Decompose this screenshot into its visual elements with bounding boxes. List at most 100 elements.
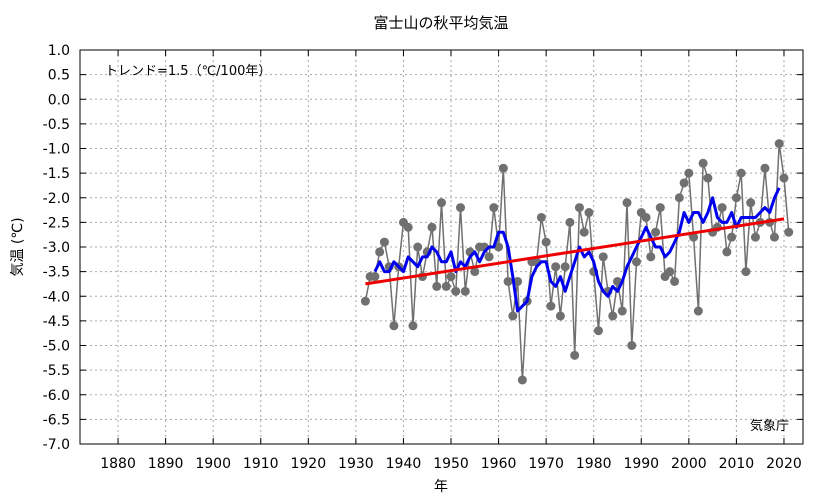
y-tick-label: 0.0 xyxy=(48,92,70,108)
x-tick-label: 1940 xyxy=(386,456,422,472)
annual-data-point xyxy=(441,281,451,291)
annual-data-point xyxy=(731,193,741,203)
annual-data-point xyxy=(403,222,413,232)
annual-data-point xyxy=(670,276,680,286)
annual-data-point xyxy=(703,173,713,183)
annual-data-point xyxy=(727,232,737,242)
annual-data-point xyxy=(741,267,751,277)
annual-data-point xyxy=(389,321,399,331)
annual-data-point xyxy=(632,257,642,267)
annual-data-point xyxy=(489,203,499,213)
y-axis: 1.0 0.5 0.0 -0.5 -1.0 -1.5 -2.0 -2.5 -3.0 -3.5 -4.… xyxy=(43,43,803,453)
y-tick-label: -1.5 xyxy=(43,166,70,182)
source-credit: 気象庁 xyxy=(750,418,789,434)
y-tick-label: -2.0 xyxy=(43,191,70,207)
annual-data-point xyxy=(684,168,694,178)
x-tick-label: 1970 xyxy=(528,456,564,472)
annual-data-point xyxy=(517,375,527,385)
x-tick-label: 1900 xyxy=(195,456,231,472)
x-tick-label: 1890 xyxy=(148,456,184,472)
annual-data-point xyxy=(460,286,470,296)
annual-data-point xyxy=(456,203,466,213)
x-tick-label: 1920 xyxy=(290,456,326,472)
annual-data-point xyxy=(736,168,746,178)
annual-data-point xyxy=(646,252,656,262)
chart-title: 富士山の秋平均気温 xyxy=(373,14,508,32)
y-tick-label: -7.0 xyxy=(43,437,70,453)
annual-data-point xyxy=(579,227,589,237)
annual-data-point xyxy=(379,237,389,247)
annual-data-point xyxy=(593,326,603,336)
y-tick-label: -3.5 xyxy=(43,265,70,281)
annual-data-point xyxy=(655,203,665,213)
y-tick-label: -0.5 xyxy=(43,117,70,133)
annual-data-point xyxy=(432,281,442,291)
annual-data-point xyxy=(508,311,518,321)
annual-data-point xyxy=(717,203,727,213)
annual-data-point xyxy=(627,341,637,350)
annual-data-point xyxy=(413,242,423,252)
annual-data-point xyxy=(698,158,708,168)
x-axis-label: 年 xyxy=(434,479,448,495)
y-axis-label: 気温 (℃) xyxy=(10,217,26,276)
x-tick-label: 1990 xyxy=(623,456,659,472)
annual-data-point xyxy=(574,203,584,213)
annual-data-point xyxy=(693,306,703,316)
x-tick-label: 1930 xyxy=(338,456,374,472)
x-tick-label: 1880 xyxy=(100,456,136,472)
annual-data-point xyxy=(565,217,575,227)
annual-data-point xyxy=(484,252,494,262)
series-layer xyxy=(360,139,794,385)
annual-data-point xyxy=(437,198,446,208)
annual-data-point xyxy=(551,262,561,272)
annual-data-point xyxy=(584,208,594,218)
annual-data-point xyxy=(746,198,756,208)
annual-data-point xyxy=(608,311,618,321)
y-tick-label: -5.5 xyxy=(43,363,70,379)
annual-data-point xyxy=(470,267,480,277)
annual-data-point xyxy=(651,227,661,237)
y-tick-label: 1.0 xyxy=(48,43,70,59)
annual-data-point xyxy=(570,350,580,360)
annual-data-point xyxy=(555,311,565,321)
x-axis: 1880 1890 1900 1910 1920 1930 1940 1950 1960 1970… xyxy=(100,50,802,472)
x-tick-label: 2000 xyxy=(671,456,707,472)
annual-data-point xyxy=(427,222,437,232)
annual-data-point xyxy=(679,178,689,188)
annual-data-point xyxy=(446,272,456,282)
x-tick-label: 1950 xyxy=(433,456,469,472)
trend-annotation: トレンド=1.5（℃/100年） xyxy=(105,64,271,79)
annual-data-point xyxy=(598,252,608,262)
annual-data-point xyxy=(622,198,632,208)
annual-data-point xyxy=(375,247,385,257)
annual-data-point xyxy=(513,276,523,286)
y-tick-label: -6.5 xyxy=(43,412,70,428)
y-tick-label: -5.0 xyxy=(43,339,70,355)
annual-data-point xyxy=(546,301,556,311)
annual-data-point xyxy=(560,262,570,272)
y-tick-label: -6.0 xyxy=(43,388,70,404)
annual-data-point xyxy=(779,173,789,183)
annual-data-point xyxy=(494,242,504,252)
annual-data-point xyxy=(503,276,513,286)
moving-average-line xyxy=(373,187,781,313)
y-tick-label: -3.0 xyxy=(43,240,70,256)
annual-data-point xyxy=(408,321,418,331)
annual-data-point xyxy=(451,286,461,296)
y-tick-label: -4.5 xyxy=(43,314,70,330)
annual-data-point xyxy=(784,227,794,237)
annual-data-point xyxy=(370,272,380,282)
annual-data-point xyxy=(674,193,684,203)
annual-data-point xyxy=(750,232,760,242)
x-tick-label: 1910 xyxy=(243,456,279,472)
annual-data-point xyxy=(541,237,551,247)
annual-data-point xyxy=(769,232,779,242)
annual-data-point xyxy=(774,139,784,149)
y-tick-label: -4.0 xyxy=(43,289,70,305)
annual-data-point xyxy=(360,296,370,306)
annual-data-point xyxy=(641,212,651,222)
annual-data-point xyxy=(689,232,699,242)
y-tick-label: -1.0 xyxy=(43,142,70,158)
annual-data-point xyxy=(665,267,675,277)
